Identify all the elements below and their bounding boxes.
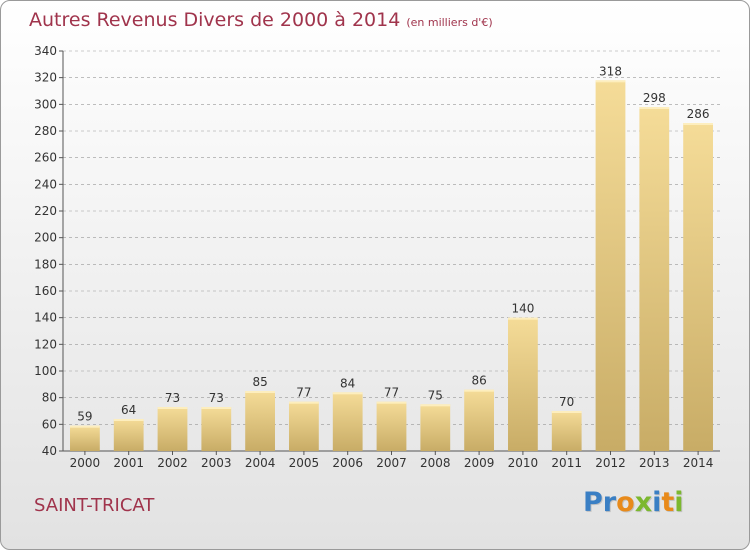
- bar-highlight: [683, 123, 713, 125]
- logo-letter: o: [616, 487, 635, 518]
- y-tick-label: 300: [34, 97, 57, 111]
- logo-letter: r: [602, 487, 617, 518]
- bar: [245, 391, 275, 451]
- x-tick-label: 2006: [332, 456, 363, 470]
- x-tick-label: 2004: [245, 456, 276, 470]
- y-tick-label: 320: [34, 71, 57, 85]
- data-label: 77: [384, 386, 399, 400]
- data-label: 73: [165, 391, 180, 405]
- y-tick-label: 160: [34, 284, 57, 298]
- bar: [551, 411, 582, 451]
- bar: [157, 407, 188, 451]
- logo-letter: i: [652, 487, 662, 518]
- proxiti-logo: Proxiti: [583, 487, 684, 518]
- y-tick-label: 240: [34, 177, 57, 191]
- bar-highlight: [332, 392, 363, 395]
- bar-highlight: [245, 391, 275, 393]
- bar-highlight: [420, 404, 451, 407]
- data-label: 286: [687, 107, 710, 121]
- y-tick-label: 280: [34, 124, 57, 138]
- bar: [639, 107, 670, 451]
- bar: [113, 419, 144, 451]
- logo-letter: P: [583, 487, 603, 518]
- x-tick-label: 2003: [201, 456, 232, 470]
- x-tick-label: 2001: [113, 456, 144, 470]
- x-tick-label: 2012: [595, 456, 626, 470]
- data-label: 85: [252, 375, 267, 389]
- x-tick-label: 2009: [464, 456, 495, 470]
- y-tick-label: 40: [42, 444, 57, 458]
- y-tick-label: 140: [34, 311, 57, 325]
- x-tick-label: 2013: [639, 456, 670, 470]
- y-tick-label: 180: [34, 257, 57, 271]
- bar-highlight: [113, 419, 144, 421]
- bar: [420, 404, 451, 451]
- y-tick-label: 260: [34, 151, 57, 165]
- data-label: 318: [599, 64, 622, 78]
- bar: [289, 401, 319, 451]
- x-tick-label: 2002: [157, 456, 188, 470]
- bar-highlight: [289, 401, 319, 404]
- logo-letter: i: [674, 487, 684, 518]
- y-tick-label: 200: [34, 231, 57, 245]
- chart-title: Autres Revenus Divers de 2000 à 2014 (en …: [29, 9, 493, 31]
- bar: [70, 425, 100, 451]
- x-tick-label: 2005: [289, 456, 320, 470]
- y-tick-label: 60: [42, 417, 57, 431]
- data-label: 70: [559, 395, 574, 409]
- bar: [201, 407, 232, 451]
- bar: [464, 389, 494, 451]
- bar-highlight: [201, 407, 232, 409]
- x-tick-label: 2008: [420, 456, 451, 470]
- data-label: 86: [471, 374, 486, 388]
- bar-highlight: [595, 80, 626, 83]
- y-tick-label: 340: [34, 44, 57, 58]
- bar-highlight: [639, 107, 670, 109]
- logo-letter: x: [634, 487, 653, 518]
- bar: [595, 80, 626, 451]
- y-tick-label: 220: [34, 204, 57, 218]
- bar: [683, 123, 713, 451]
- bar-highlight: [551, 411, 582, 413]
- x-tick-label: 2007: [376, 456, 407, 470]
- data-label: 298: [643, 91, 666, 105]
- y-tick-label: 120: [34, 337, 57, 351]
- bar-highlight: [376, 401, 407, 404]
- data-label: 64: [121, 403, 136, 417]
- chart-unit: (en milliers d'€): [406, 16, 493, 29]
- data-label: 84: [340, 376, 355, 390]
- bar-highlight: [70, 425, 100, 428]
- commune-name: SAINT-TRICAT: [34, 495, 155, 516]
- data-label: 59: [77, 410, 92, 424]
- data-label: 73: [209, 391, 224, 405]
- bar: [376, 401, 407, 451]
- data-label: 77: [296, 386, 311, 400]
- x-tick-label: 2010: [508, 456, 539, 470]
- bar-highlight: [464, 389, 494, 392]
- bar: [508, 317, 538, 451]
- data-label: 75: [428, 388, 443, 402]
- bar-highlight: [508, 317, 538, 320]
- bar-highlight: [157, 407, 188, 409]
- x-tick-label: 2000: [70, 456, 101, 470]
- x-tick-label: 2014: [683, 456, 714, 470]
- bar: [332, 392, 363, 451]
- data-label: 140: [511, 302, 534, 316]
- y-tick-label: 100: [34, 364, 57, 378]
- y-tick-label: 80: [42, 391, 57, 405]
- logo-letter: t: [661, 487, 675, 518]
- x-tick-label: 2011: [551, 456, 582, 470]
